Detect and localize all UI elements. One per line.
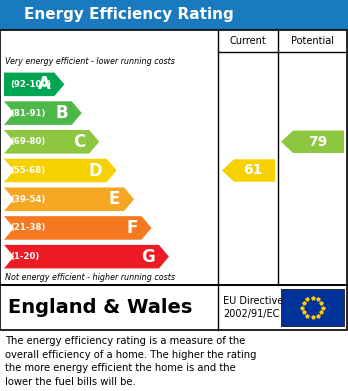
Polygon shape xyxy=(4,245,169,268)
Text: 79: 79 xyxy=(308,135,327,149)
Bar xyxy=(0,285,347,330)
Text: (39-54): (39-54) xyxy=(10,195,45,204)
Polygon shape xyxy=(281,131,344,153)
Text: A: A xyxy=(38,75,50,93)
Text: 61: 61 xyxy=(243,163,263,178)
Text: G: G xyxy=(141,248,155,265)
Text: (55-68): (55-68) xyxy=(10,166,45,175)
Text: C: C xyxy=(73,133,85,151)
Text: D: D xyxy=(89,161,103,179)
Text: The energy efficiency rating is a measure of the
overall efficiency of a home. T: The energy efficiency rating is a measur… xyxy=(5,336,256,387)
Polygon shape xyxy=(4,73,64,96)
Bar xyxy=(281,289,344,326)
Bar xyxy=(0,0,348,30)
Text: Very energy efficient - lower running costs: Very energy efficient - lower running co… xyxy=(5,57,175,66)
Text: Energy Efficiency Rating: Energy Efficiency Rating xyxy=(24,7,234,23)
Text: (21-38): (21-38) xyxy=(10,223,45,232)
Polygon shape xyxy=(222,159,275,182)
Text: Not energy efficient - higher running costs: Not energy efficient - higher running co… xyxy=(5,273,175,282)
Polygon shape xyxy=(4,159,117,182)
Text: (81-91): (81-91) xyxy=(10,109,45,118)
Text: Current: Current xyxy=(230,36,266,46)
Text: (69-80): (69-80) xyxy=(10,137,45,146)
Polygon shape xyxy=(4,130,99,154)
Text: E: E xyxy=(109,190,120,208)
Text: Potential: Potential xyxy=(292,36,334,46)
Text: (92-100): (92-100) xyxy=(10,80,51,89)
Text: F: F xyxy=(126,219,137,237)
Text: (1-20): (1-20) xyxy=(10,252,39,261)
Text: EU Directive: EU Directive xyxy=(223,296,283,306)
Text: 2002/91/EC: 2002/91/EC xyxy=(223,309,279,319)
Polygon shape xyxy=(4,101,82,125)
Text: England & Wales: England & Wales xyxy=(8,298,192,317)
Polygon shape xyxy=(4,216,151,240)
Polygon shape xyxy=(4,187,134,211)
Bar xyxy=(0,30,347,285)
Text: B: B xyxy=(55,104,68,122)
